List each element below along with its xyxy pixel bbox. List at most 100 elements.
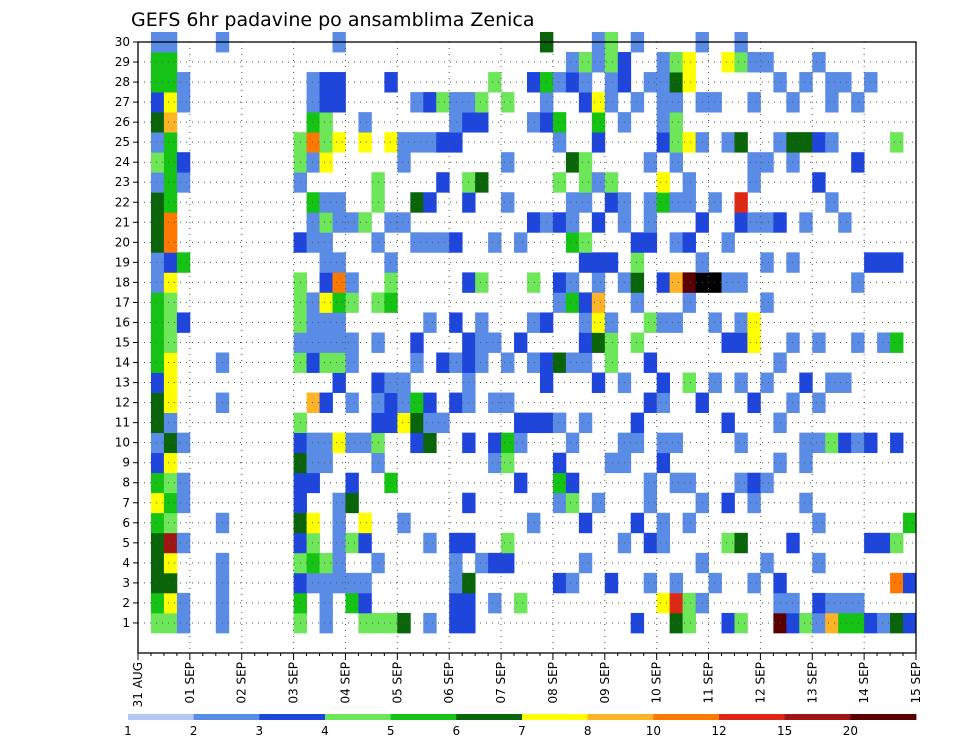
heatmap-cell — [565, 572, 580, 594]
heatmap-cell — [565, 72, 580, 93]
heatmap-cell — [514, 432, 528, 454]
heatmap-cell — [332, 492, 346, 514]
legend-label: 4 — [321, 724, 329, 738]
heatmap-cell — [150, 112, 165, 133]
heatmap-cell — [319, 592, 333, 614]
heatmap-cell — [514, 472, 528, 494]
heatmap-cell — [319, 132, 333, 153]
x-tick-label: 05 SEP — [390, 662, 404, 704]
heatmap-cell — [358, 132, 372, 153]
heatmap-cell — [176, 612, 191, 634]
legend-label: 1 — [124, 724, 132, 738]
heatmap-cell — [163, 72, 178, 93]
heatmap-cell — [384, 372, 398, 393]
heatmap-cell — [501, 452, 515, 474]
x-tick-label: 11 SEP — [702, 662, 716, 704]
heatmap-cell — [552, 352, 567, 373]
heatmap-cell — [449, 552, 463, 574]
heatmap-cell — [682, 372, 696, 393]
heatmap-cell — [812, 332, 826, 353]
heatmap-cell — [786, 252, 800, 273]
heatmap-cell — [345, 392, 359, 413]
axis-layer: 1234567891011121314151617181920212223242… — [115, 35, 923, 707]
heatmap-cell — [604, 452, 619, 474]
heatmap-cell — [384, 472, 398, 494]
heatmap-cell — [384, 272, 398, 293]
heatmap-cell — [604, 252, 619, 273]
heatmap-cell — [163, 372, 178, 393]
heatmap-cell — [708, 92, 722, 113]
y-tick-label: 29 — [115, 55, 130, 69]
heatmap-cell — [760, 252, 774, 273]
heatmap-cell — [669, 272, 683, 293]
heatmap-cell — [630, 332, 645, 353]
heatmap-cell — [423, 432, 437, 454]
heatmap-cell — [527, 312, 541, 333]
heatmap-cell — [306, 132, 320, 153]
heatmap-cell — [734, 212, 748, 233]
heatmap-cell — [501, 392, 515, 413]
heatmap-cell — [734, 372, 748, 393]
heatmap-cell — [578, 312, 593, 333]
heatmap-cell — [150, 132, 165, 153]
heatmap-cell — [410, 232, 424, 253]
heatmap-cell — [734, 532, 748, 554]
heatmap-cell — [319, 72, 333, 93]
heatmap-cell — [656, 532, 671, 554]
y-tick-label: 16 — [115, 315, 130, 329]
heatmap-cell — [591, 372, 606, 393]
heatmap-cell — [578, 252, 593, 273]
legend-swatch — [850, 714, 917, 720]
heatmap-cell — [799, 452, 813, 474]
heatmap-cell — [604, 72, 619, 93]
heatmap-cell — [825, 132, 839, 153]
heatmap-cell — [163, 492, 178, 514]
heatmap-cell — [436, 352, 450, 373]
heatmap-cell — [150, 332, 165, 353]
heatmap-cell — [150, 192, 165, 213]
y-tick-label: 13 — [115, 376, 130, 390]
heatmap-cell — [877, 332, 891, 353]
heatmap-cell — [552, 272, 567, 293]
heatmap-cell — [514, 332, 528, 353]
heatmap-cell — [656, 592, 671, 614]
heatmap-cell — [591, 52, 606, 73]
heatmap-cell — [410, 412, 424, 434]
heatmap-cell — [332, 92, 346, 113]
heatmap-cell — [150, 552, 165, 574]
heatmap-cell — [851, 272, 865, 293]
heatmap-cell — [150, 612, 165, 634]
heatmap-cell — [760, 552, 774, 574]
heatmap-cell — [734, 52, 748, 73]
heatmap-cell — [163, 312, 178, 333]
heatmap-cell — [643, 572, 658, 594]
heatmap-cell — [332, 552, 346, 574]
heatmap-cell — [176, 72, 191, 93]
legend-label: 6 — [453, 724, 461, 738]
legend-swatch — [259, 714, 326, 720]
heatmap-cell — [449, 232, 463, 253]
heatmap-cell — [604, 192, 619, 213]
x-tick-label: 06 SEP — [442, 662, 456, 704]
heatmap-cell — [150, 152, 165, 173]
heatmap-cell — [669, 572, 683, 594]
heatmap-cell — [306, 192, 320, 213]
heatmap-cell — [682, 512, 696, 534]
heatmap-cell — [656, 272, 671, 293]
heatmap-cell — [656, 172, 671, 193]
y-tick-label: 21 — [115, 215, 130, 229]
heatmap-cell — [721, 232, 735, 253]
heatmap-cell — [488, 552, 502, 574]
heatmap-cell — [682, 272, 696, 293]
heatmap-cell — [410, 432, 424, 454]
heatmap-cell — [877, 532, 891, 554]
heatmap-cell — [358, 592, 372, 614]
heatmap-cell — [345, 592, 359, 614]
heatmap-cell — [578, 192, 593, 213]
heatmap-cell — [410, 352, 424, 373]
heatmap-cell — [747, 572, 761, 594]
heatmap-cell — [345, 352, 359, 373]
heatmap-cell — [591, 492, 606, 514]
heatmap-cell — [410, 332, 424, 353]
